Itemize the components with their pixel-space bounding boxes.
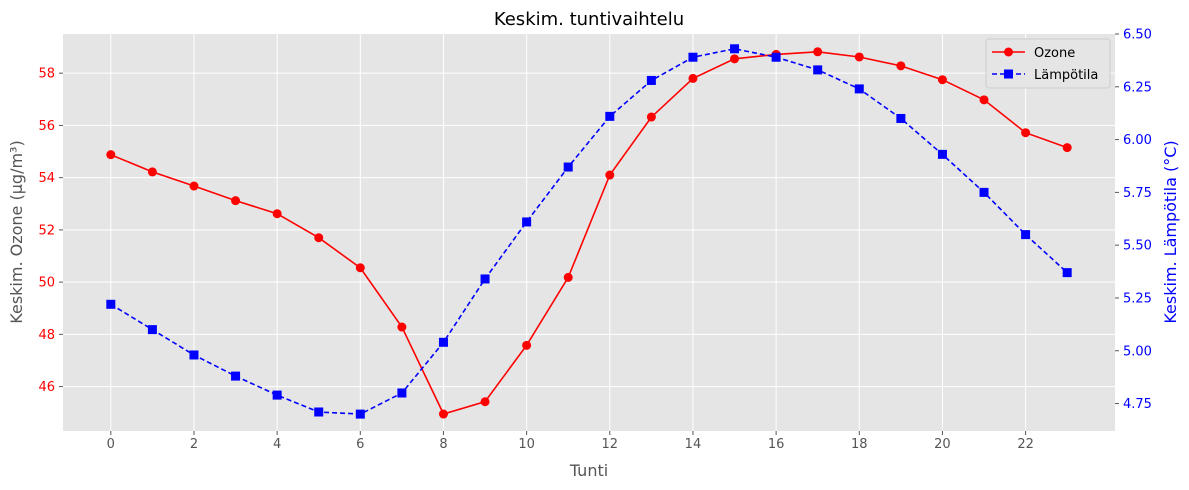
y-left-tick-label: 46 — [38, 380, 55, 395]
temperature-point — [605, 111, 615, 121]
x-tick-label: 10 — [518, 437, 535, 452]
temperature-point — [106, 299, 116, 309]
temperature-point — [854, 84, 864, 94]
y-left-tick-label: 54 — [38, 171, 55, 186]
temperature-point — [563, 162, 573, 172]
temperature-point — [730, 44, 740, 54]
temperature-point — [896, 113, 906, 123]
y-right-tick-label: 6.50 — [1123, 28, 1152, 43]
x-tick-label: 22 — [1017, 437, 1034, 452]
legend-temp-marker — [1004, 69, 1013, 79]
x-tick-label: 20 — [934, 437, 951, 452]
grid — [63, 34, 1115, 431]
x-ticks: 0 2 4 6 8 10 12 14 16 18 20 22 — [107, 431, 1034, 452]
temperature-point — [1021, 230, 1031, 240]
legend-ozone-label: Ozone — [1034, 46, 1075, 61]
temperature-point — [688, 52, 698, 62]
temperature-point — [147, 325, 157, 335]
ozone-point — [231, 196, 241, 206]
y-right-tick-label: 5.50 — [1123, 239, 1152, 254]
y-ticks-left: 46 48 50 52 54 56 58 — [38, 67, 63, 395]
temperature-point — [480, 274, 490, 284]
ozone-point — [106, 150, 116, 160]
temperature-point — [1062, 268, 1072, 278]
x-axis-title: Tunti — [569, 461, 608, 480]
ozone-point — [480, 397, 490, 407]
temperature-point — [771, 52, 781, 62]
ozone-point — [314, 233, 324, 243]
temperature-point — [272, 390, 282, 400]
temperature-point — [189, 350, 199, 360]
ozone-point — [147, 167, 157, 177]
y-left-tick-label: 50 — [38, 276, 55, 291]
ozone-point — [397, 322, 407, 332]
temperature-point — [979, 187, 989, 197]
ozone-series-line — [110, 50, 1068, 415]
ozone-point — [605, 170, 615, 180]
y-right-tick-label: 5.75 — [1123, 186, 1152, 201]
y-axis-title-right: Keskim. Lämpötila (°C) — [1161, 140, 1180, 323]
temperature-point — [314, 407, 324, 417]
x-tick-label: 16 — [768, 437, 785, 452]
ozone-point — [896, 61, 906, 71]
chart-title: Keskim. tuntivaihtelu — [494, 9, 684, 30]
x-tick-label: 14 — [685, 437, 702, 452]
x-tick-label: 2 — [190, 437, 198, 452]
legend-temp-label: Lämpötila — [1034, 68, 1098, 83]
temperature-point — [522, 217, 532, 227]
x-tick-label: 4 — [273, 437, 281, 452]
legend-ozone-marker — [1004, 47, 1013, 57]
x-tick-label: 12 — [602, 437, 619, 452]
ozone-point — [563, 272, 573, 282]
y-right-tick-label: 6.25 — [1123, 80, 1152, 95]
ozone-point — [937, 75, 947, 85]
ozone-point — [688, 73, 698, 83]
x-tick-label: 8 — [439, 437, 447, 452]
y-right-tick-label: 5.25 — [1123, 291, 1152, 306]
y-left-tick-label: 52 — [38, 223, 55, 238]
series-group — [106, 44, 1072, 419]
y-left-tick-label: 58 — [38, 67, 55, 82]
ozone-point — [1021, 128, 1031, 138]
y-left-tick-label: 48 — [38, 328, 55, 343]
ozone-point — [979, 95, 989, 105]
x-tick-label: 6 — [356, 437, 364, 452]
temperature-point — [813, 65, 823, 75]
temperature-point — [397, 388, 407, 398]
x-tick-label: 18 — [851, 437, 868, 452]
ozone-point — [813, 47, 823, 57]
temperature-point — [355, 409, 365, 419]
ozone-point — [646, 112, 656, 122]
temperature-point — [646, 75, 656, 85]
y-right-tick-label: 6.00 — [1123, 133, 1152, 148]
y-axis-title-left: Keskim. Ozone (µg/m³) — [7, 140, 26, 323]
ozone-point — [1062, 143, 1072, 153]
legend: Ozone Lämpötila — [985, 38, 1111, 89]
temperature-point — [937, 149, 947, 159]
ozone-point — [438, 409, 448, 419]
ozone-point — [272, 209, 282, 219]
y-right-tick-label: 4.75 — [1123, 397, 1152, 412]
plot-area — [63, 34, 1115, 431]
temperature-point — [438, 337, 448, 347]
x-tick-label: 0 — [107, 437, 115, 452]
ozone-point — [355, 263, 365, 273]
y-right-tick-label: 5.00 — [1123, 344, 1152, 359]
ozone-point — [854, 52, 864, 62]
y-ticks-right: 4.75 5.00 5.25 5.50 5.75 6.00 6.25 6.50 — [1115, 28, 1152, 412]
ozone-point — [189, 181, 199, 191]
temperature-point — [231, 371, 241, 381]
ozone-point — [730, 54, 740, 64]
temperature-series-line — [110, 47, 1068, 415]
ozone-point — [522, 340, 532, 350]
y-left-tick-label: 56 — [38, 119, 55, 134]
